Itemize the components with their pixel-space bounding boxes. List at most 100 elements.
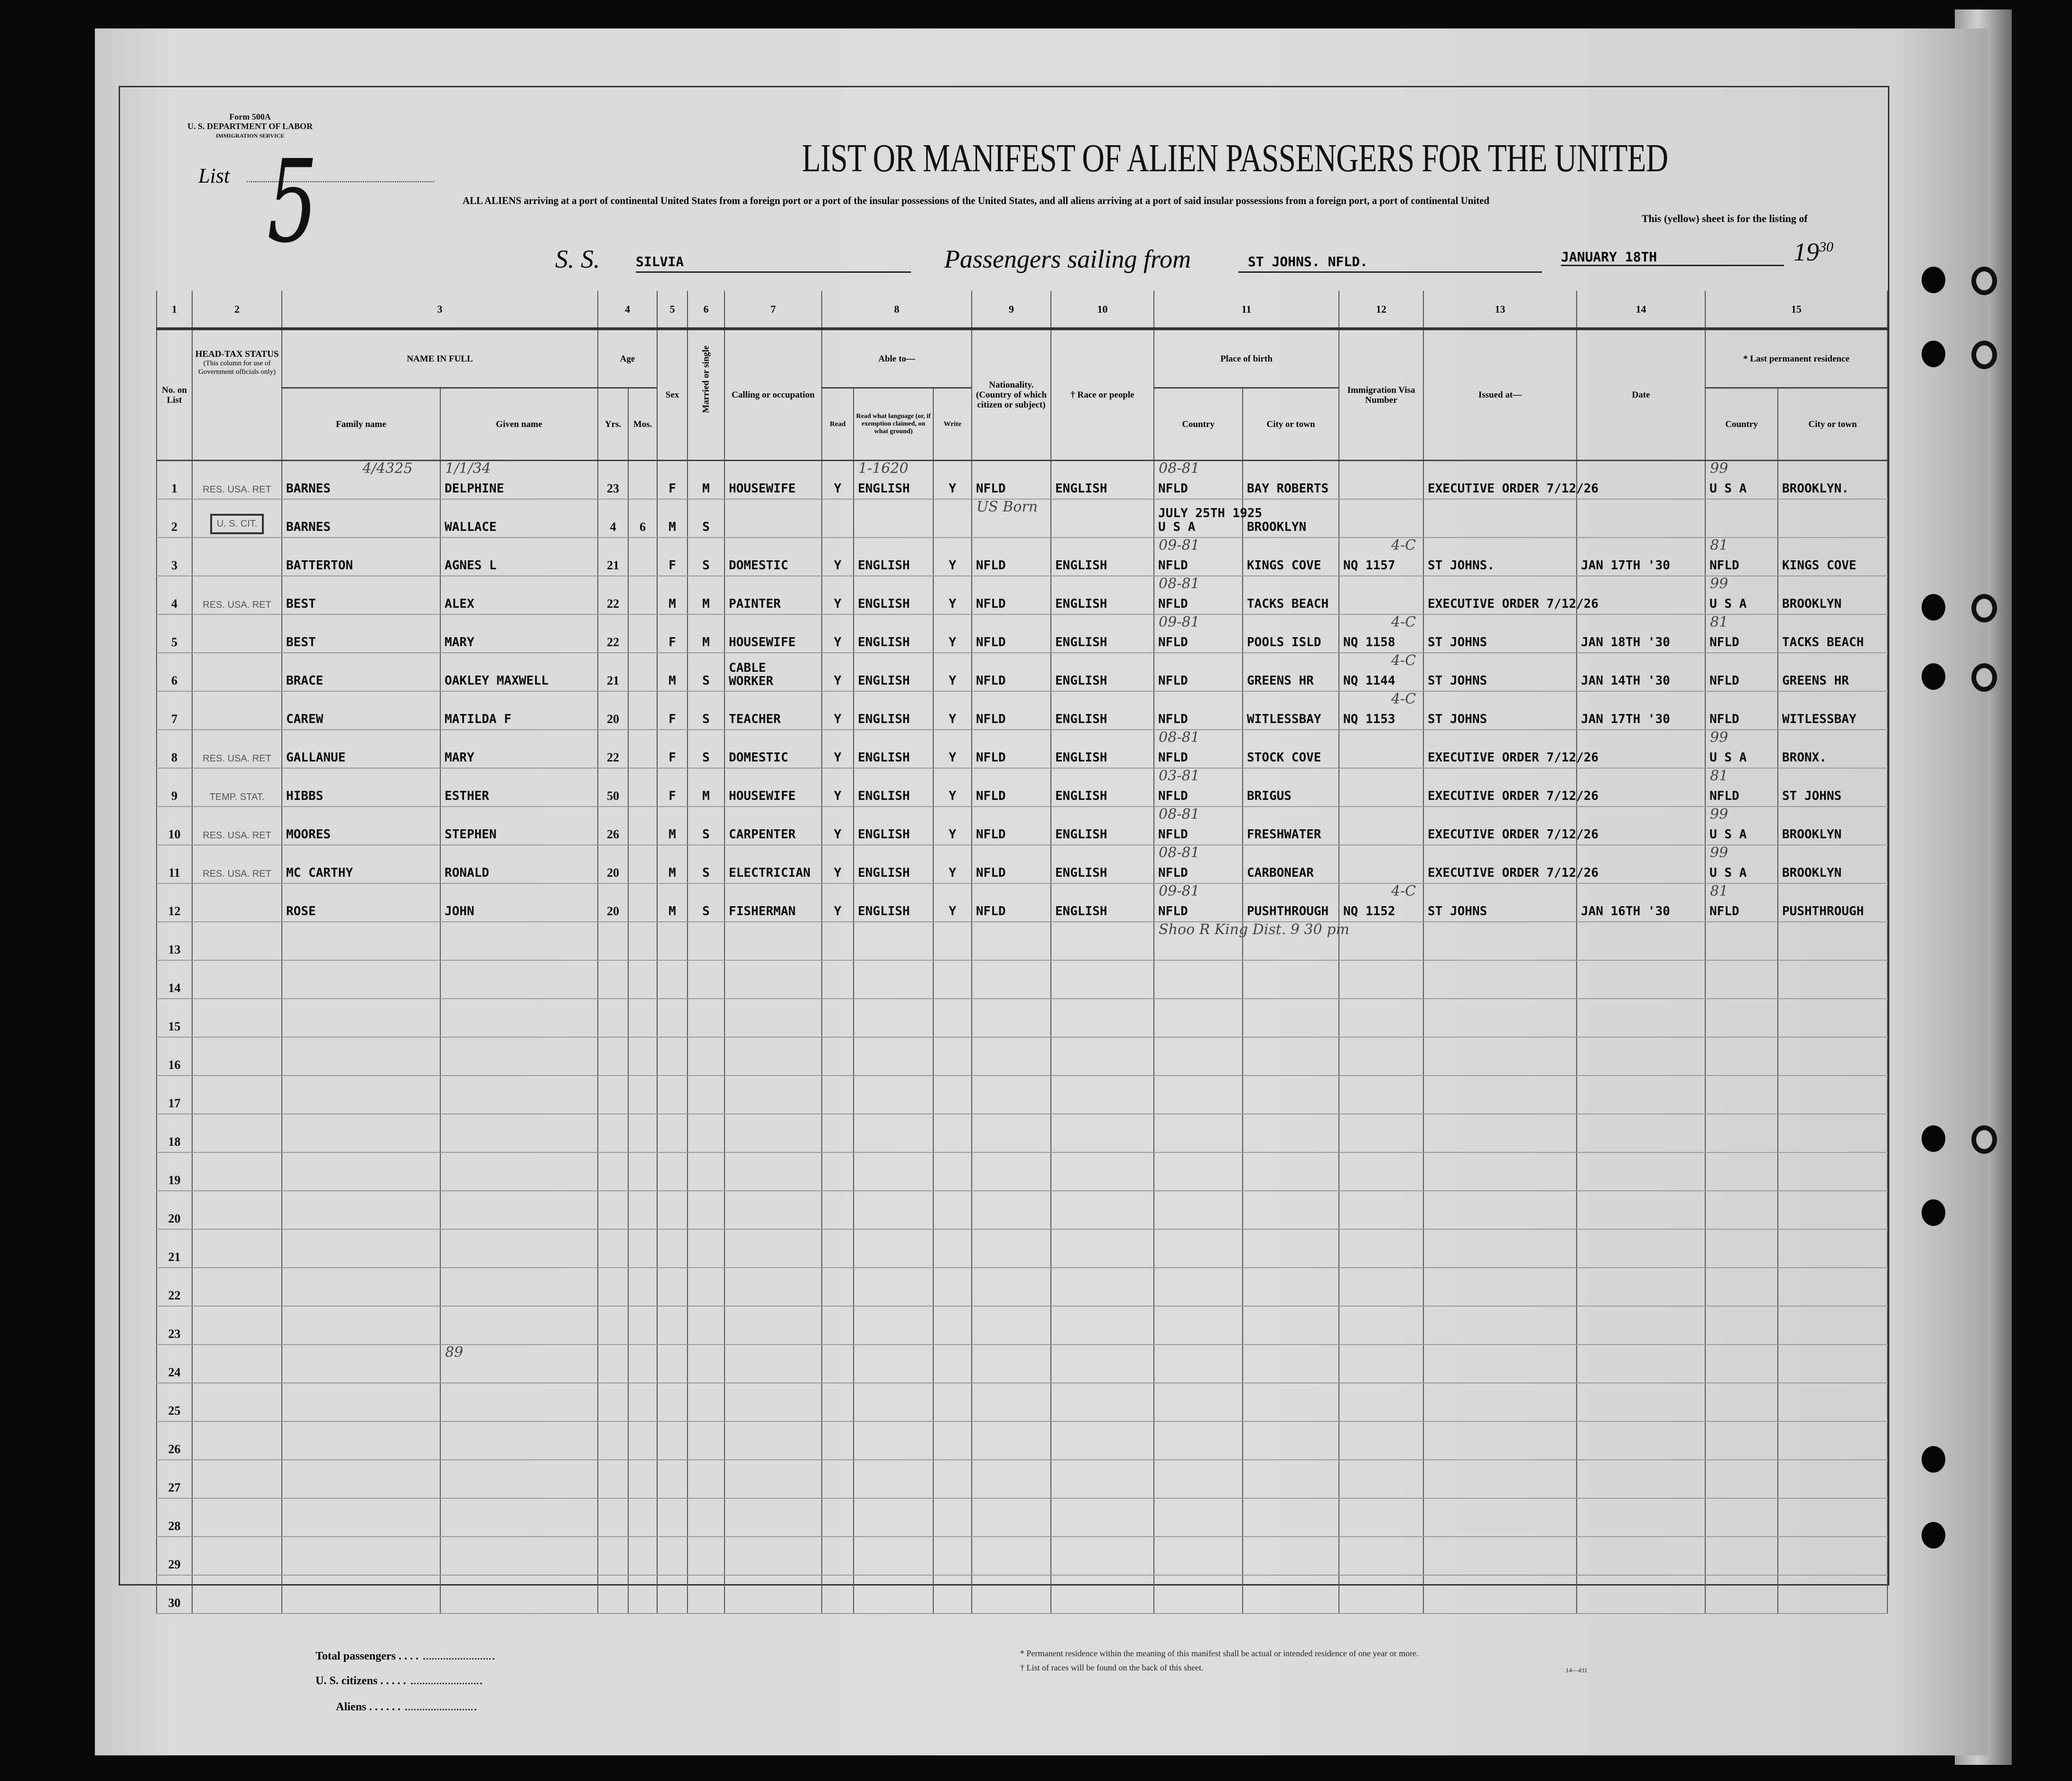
cell-empty [1423,1152,1578,1191]
cell-birth_city: CARBONEAR [1247,866,1314,880]
handwritten-note: 99 [1710,575,1728,592]
cell-empty [1423,999,1578,1038]
row-number: 21 [168,1250,181,1264]
cell-visa_date: JAN 17TH '30 [1576,538,1706,576]
cell-calling: DOMESTIC [724,538,822,576]
cell-nationality: NFLD [971,653,1052,692]
cell-empty [1423,1460,1578,1499]
cell-empty [932,999,973,1038]
cell-empty [1338,1114,1424,1153]
cell-empty [1242,1383,1340,1422]
cell-issued: ST JOHNS [1423,653,1578,692]
cell-read: Y [834,866,842,880]
cell-empty [853,1191,934,1230]
cell-empty [1705,1421,1779,1460]
cell-empty [971,1268,1052,1307]
cell-empty [1777,1383,1888,1422]
cell-res_country: NFLD [1710,904,1739,918]
print-code: 14—431 [1566,1667,1588,1674]
row-number: 24 [168,1365,181,1379]
cell-empty [597,1345,629,1383]
binder-hole [1971,341,1997,369]
cell-family: BEST [281,614,441,653]
cell-calling: CABLE WORKER [724,653,822,692]
handwritten-note: 89 [445,1344,464,1361]
cell-empty [192,1191,282,1230]
cell-empty [1423,1421,1578,1460]
cell-visa: NQ 1144 [1338,653,1424,692]
cell-empty [1050,922,1155,961]
cell-empty [821,1575,854,1614]
cell-calling: HOUSEWIFE [729,482,796,496]
header-calling: Calling or occupation [724,329,822,461]
cell-sex: F [657,768,688,807]
cell-empty [281,1268,441,1307]
cell-status [192,883,282,922]
cell-no: 28 [156,1498,193,1537]
cell-read: Y [821,691,854,730]
cell-married: S [702,866,710,880]
cell-married: M [687,614,725,653]
cell-visa_date: JAN 17TH '30 [1581,558,1670,573]
cell-birth_country: NFLD [1153,730,1244,769]
cell-empty [1338,1037,1424,1076]
cell-no: 26 [156,1421,193,1460]
cell-res_country: NFLD [1710,789,1739,803]
cell-calling: CARPENTER [724,807,822,845]
service: IMMIGRATION SERVICE [215,132,285,139]
cell-empty [1242,1152,1340,1191]
table-row-empty: 18 [156,1114,1888,1153]
cell-empty [1153,1268,1244,1307]
cell-write: Y [932,460,973,500]
cell-empty [1242,1229,1340,1268]
head-tax-stamp: RES. USA. RET [203,600,271,610]
cell-calling: PAINTER [724,576,822,615]
colnum: 6 [687,291,725,330]
cell-race: ENGLISH [1050,691,1155,730]
ss-label: S. S. [555,245,600,273]
cell-empty [1338,922,1424,961]
handwritten-note: 08-81 [1159,575,1200,592]
cell-mos [628,576,658,615]
cell-yrs: 20 [597,691,629,730]
cell-mos [628,768,658,807]
cell-empty [1153,1229,1244,1268]
cell-res_city: BRONX. [1782,751,1827,765]
cell-res_country: U S A [1710,827,1747,842]
cell-empty [932,1229,973,1268]
cell-no: 8 [171,751,177,764]
cell-issued: ST JOHNS [1428,712,1487,726]
cell-no: 12 [156,883,193,922]
cell-res_city: WITLESSBAY [1777,691,1888,730]
cell-res_city: BROOKLYN [1777,845,1888,884]
header-married: Married or single [687,329,725,461]
cell-empty [932,1037,973,1076]
handwritten-note: 1-1620 [858,460,909,477]
cell-res_country: NFLD [1710,674,1739,688]
year-prefix: 19 [1793,238,1819,266]
cell-write: Y [948,674,957,688]
cell-issued: EXECUTIVE ORDER 7/12/26 [1428,597,1599,611]
cell-empty [597,1229,629,1268]
cell-birth_city: CARBONEAR [1242,845,1340,884]
header-yrs: Yrs. [597,387,629,461]
cell-visa [1338,845,1424,884]
cell-no: 11 [168,866,180,880]
cell-married: S [687,653,725,692]
cell-no: 10 [156,807,193,845]
cell-empty [724,1345,822,1383]
cell-race: ENGLISH [1050,730,1155,769]
cell-race: ENGLISH [1055,482,1107,496]
cell-empty [657,1498,688,1537]
cell-sex: M [657,807,688,845]
cell-birth_city: POOLS ISLD [1247,635,1321,649]
cell-visa_date: JAN 18TH '30 [1576,614,1706,653]
cell-empty [440,1575,598,1614]
cell-married: M [702,635,710,649]
cell-calling: HOUSEWIFE [724,768,822,807]
header-res-country: Country [1705,387,1779,461]
cell-birth_city: BRIGUS [1247,789,1292,803]
cell-empty [1338,1076,1424,1114]
cell-empty [687,960,725,999]
handwritten-note: 99 [1710,806,1728,823]
